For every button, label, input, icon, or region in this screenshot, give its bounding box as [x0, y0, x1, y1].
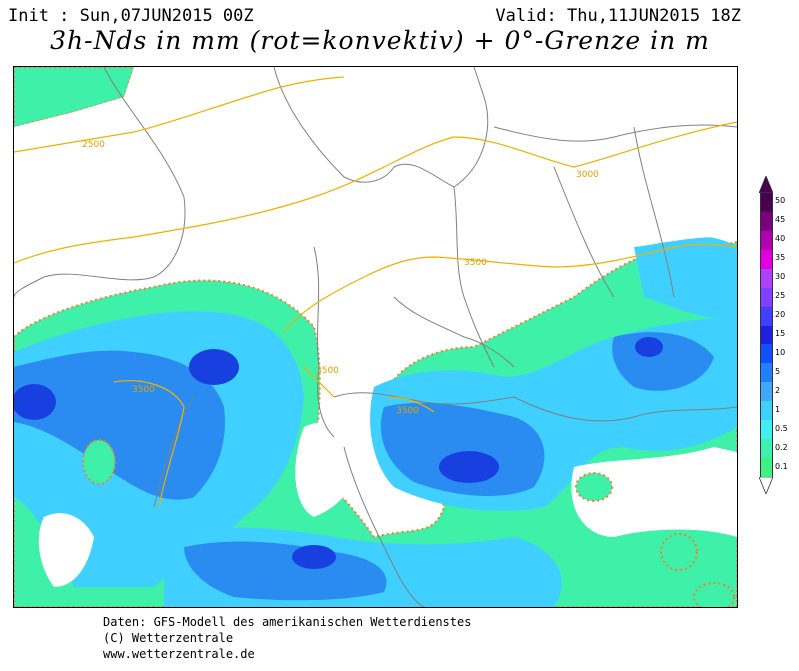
legend-label: 0.5 [775, 423, 788, 433]
legend-label: 20 [775, 310, 786, 320]
contour-label-3500-b: 3500 [316, 366, 339, 376]
map-canvas: 2500 3000 3500 3500 3500 3500 [14, 67, 737, 607]
precip-cell-sw [82, 439, 116, 485]
precip-legend: 50 45 40 35 30 25 20 15 10 5 2 1 0.5 0.2 0.1 [759, 176, 799, 494]
precip-layer [14, 67, 737, 607]
precip-core-4 [292, 545, 336, 569]
border-east-1 [553, 166, 615, 298]
precip-cell-e [575, 472, 613, 502]
legend-label: 0.1 [775, 461, 788, 471]
legend-label: 2 [775, 385, 781, 395]
valid-time: Valid: Thu,11JUN2015 18Z [495, 6, 741, 26]
precip-heavy-west [14, 350, 225, 500]
legend-swatch [761, 287, 772, 307]
precip-core-5 [635, 337, 663, 357]
coastline-uk [14, 67, 186, 298]
border-italy [343, 446, 425, 607]
border-alps [333, 392, 515, 405]
contour-2500-line [14, 76, 345, 153]
border-de-cz [393, 296, 515, 368]
footer-data-source: Daten: GFS-Modell des amerikanischen Wet… [103, 615, 472, 629]
contour-3000-line [14, 121, 737, 264]
legend-swatch [761, 439, 772, 459]
dry-area-north [14, 67, 737, 347]
legend-swatch [761, 306, 772, 326]
legend-label: 25 [775, 291, 786, 301]
dry-area-sw [38, 513, 94, 587]
borders-layer [14, 67, 737, 607]
init-time: Init : Sun,07JUN2015 00Z [8, 6, 254, 26]
contour-layer [14, 76, 737, 508]
border-fr-de [313, 246, 335, 438]
footer-credits: Daten: GFS-Modell des amerikanischen Wet… [103, 614, 471, 662]
contour-label-2500: 2500 [82, 140, 105, 150]
border-de-pl [453, 186, 495, 368]
legend-swatch [761, 363, 772, 383]
contour-label-3000: 3000 [576, 170, 599, 180]
legend-swatch [761, 401, 772, 421]
border-spain [153, 396, 195, 508]
precipitation-map: 2500 3000 3500 3500 3500 3500 [13, 66, 738, 608]
legend-swatch [761, 230, 772, 250]
legend-swatch [761, 268, 772, 288]
contour-3500-line-a [283, 243, 737, 333]
contour-3500-line-d [388, 396, 435, 413]
legend-swatch [761, 249, 772, 269]
legend-swatch [761, 193, 772, 212]
dry-area-se [571, 447, 737, 537]
legend-label: 50 [775, 196, 786, 206]
legend-label: 1 [775, 404, 781, 414]
legend-label: 0.2 [775, 442, 788, 452]
precip-heavy-center [380, 402, 545, 497]
legend-arrow-down-icon [759, 477, 773, 494]
border-baltic [493, 124, 737, 142]
contour-label-3500-a: 3500 [464, 258, 487, 268]
contour-3500-line-c [113, 380, 185, 508]
legend-label: 5 [775, 366, 781, 376]
legend-swatch [761, 458, 772, 477]
dry-area-alps [295, 422, 364, 517]
precip-cell-se2 [693, 582, 735, 607]
precip-cell-se [660, 533, 698, 571]
legend-label: 30 [775, 272, 786, 282]
map-title: 3h-Nds in mm (rot=konvektiv) + 0°-Grenze… [50, 26, 710, 55]
legend-label: 15 [775, 329, 786, 338]
legend-swatch [761, 325, 772, 345]
legend-swatch [761, 344, 772, 364]
precip-area-nw [14, 67, 136, 129]
precip-area-east [634, 235, 737, 318]
border-balkan [513, 396, 737, 422]
legend-swatch [761, 420, 772, 440]
legend-swatch [761, 211, 772, 231]
precip-core-3 [439, 451, 499, 483]
contour-label-3500-c: 3500 [132, 385, 155, 395]
coastline-north-sea [273, 67, 489, 188]
legend-label: 10 [775, 347, 786, 357]
legend-arrow-up-icon [759, 176, 773, 193]
legend-label: 45 [775, 215, 786, 225]
footer-copyright: (C) Wetterzentrale [103, 631, 234, 645]
contour-3500-line-b [303, 366, 335, 398]
contour-label-3500-d: 3500 [396, 406, 419, 416]
legend-swatch [761, 382, 772, 402]
legend-label: 40 [775, 234, 786, 244]
precip-core-2 [189, 349, 239, 385]
precip-core-1 [14, 384, 56, 420]
footer-website: www.wetterzentrale.de [103, 647, 255, 661]
legend-color-bar [760, 192, 773, 478]
legend-label: 35 [775, 253, 786, 263]
